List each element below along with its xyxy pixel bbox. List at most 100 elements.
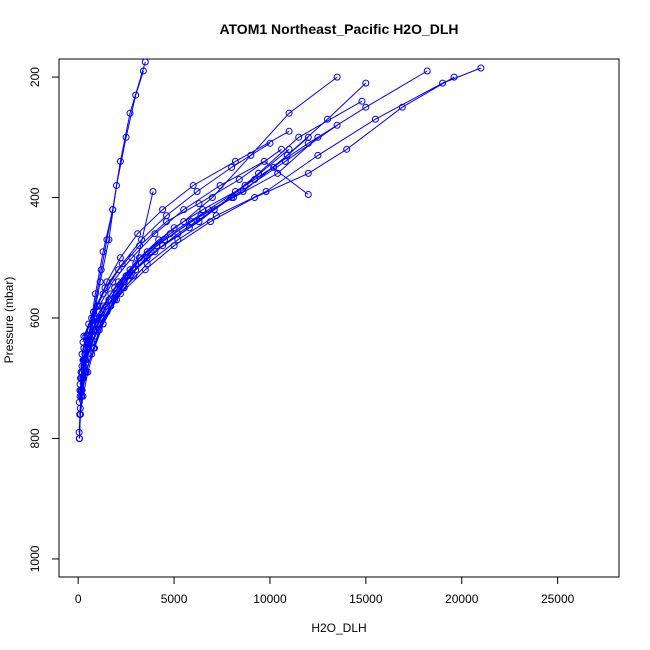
data-point (295, 133, 303, 141)
series-layer (75, 58, 485, 442)
data-point (241, 182, 249, 189)
data-point (423, 67, 431, 75)
data-point (139, 67, 147, 75)
data-point (285, 109, 293, 117)
series-line (82, 160, 309, 343)
data-point (80, 332, 88, 340)
data-point (398, 103, 406, 111)
data-point (231, 157, 239, 165)
data-point (283, 151, 291, 159)
data-point (343, 145, 351, 153)
x-tick-label: 5000 (161, 592, 188, 606)
series-profile-5 (75, 133, 312, 406)
x-tick-label: 10000 (253, 592, 287, 606)
series-line (83, 82, 367, 349)
data-point (126, 272, 134, 280)
series-line (80, 148, 290, 373)
series-profile-10 (78, 97, 366, 370)
data-point (450, 73, 458, 81)
data-point (76, 380, 84, 388)
data-point (260, 157, 268, 165)
series-line (79, 76, 455, 385)
data-point (90, 344, 97, 352)
y-tick-label: 1000 (28, 545, 42, 572)
x-tick-label: 15000 (349, 592, 383, 606)
data-point (113, 296, 120, 304)
data-point (281, 157, 289, 165)
data-point (324, 115, 331, 123)
data-point (358, 97, 366, 105)
y-tick-label: 600 (28, 308, 42, 328)
data-point (180, 218, 188, 226)
y-tick-label: 800 (28, 428, 42, 448)
data-point (77, 368, 85, 376)
data-point (126, 109, 134, 117)
data-point (193, 188, 201, 195)
data-point (80, 362, 88, 370)
x-tick-label: 20000 (445, 592, 479, 606)
data-point (78, 392, 86, 400)
series-line (83, 148, 282, 337)
data-point (99, 290, 107, 298)
data-point (314, 133, 322, 141)
x-tick-label: 0 (75, 592, 82, 606)
series-profile-19 (78, 188, 157, 400)
data-point (439, 79, 447, 87)
data-point (187, 218, 195, 226)
data-point (304, 169, 312, 177)
y-tick-label: 400 (28, 187, 42, 207)
data-point (151, 248, 159, 256)
data-point (362, 79, 370, 87)
data-point (362, 103, 370, 111)
data-point (477, 64, 485, 72)
series-line (82, 136, 319, 361)
series-profile-12 (80, 79, 370, 352)
series-profile-9 (77, 145, 293, 376)
data-point (78, 350, 86, 358)
series-profile-1 (75, 58, 149, 442)
series-profile-4 (76, 73, 341, 418)
data-point (189, 182, 197, 189)
data-point (105, 236, 113, 244)
data-point (88, 314, 96, 322)
x-axis: 0 5000 10000 15000 20000 25000 (75, 576, 575, 606)
series-line (81, 191, 154, 397)
data-point (85, 320, 93, 328)
data-point (371, 115, 379, 123)
data-point (97, 266, 105, 274)
data-point (111, 284, 119, 292)
data-point (113, 182, 120, 189)
plot-frame (58, 58, 620, 578)
series-line (80, 124, 338, 379)
data-point (147, 248, 155, 256)
data-point (118, 260, 126, 268)
data-point (230, 194, 237, 201)
series-profile-15 (77, 127, 293, 376)
data-point (153, 242, 161, 250)
data-point (333, 121, 341, 129)
series-line (80, 130, 290, 373)
data-point (304, 191, 312, 198)
data-point (116, 254, 124, 262)
data-point (134, 230, 142, 238)
data-point (130, 272, 138, 280)
data-point (122, 133, 130, 141)
series-line (79, 76, 338, 415)
data-point (149, 188, 157, 195)
data-point (99, 320, 107, 328)
series-profile-11 (79, 133, 322, 364)
data-point (216, 182, 224, 189)
data-point (278, 145, 285, 153)
data-point (109, 206, 117, 214)
data-point (228, 163, 236, 171)
data-point (195, 200, 203, 208)
data-point (255, 169, 262, 177)
data-point (132, 91, 140, 99)
data-point (96, 278, 104, 286)
data-point (141, 266, 149, 274)
data-point (235, 176, 243, 183)
data-point (76, 410, 84, 418)
data-point (314, 151, 322, 159)
y-axis: 200 400 600 800 1000 (28, 67, 60, 572)
data-point (197, 212, 205, 220)
